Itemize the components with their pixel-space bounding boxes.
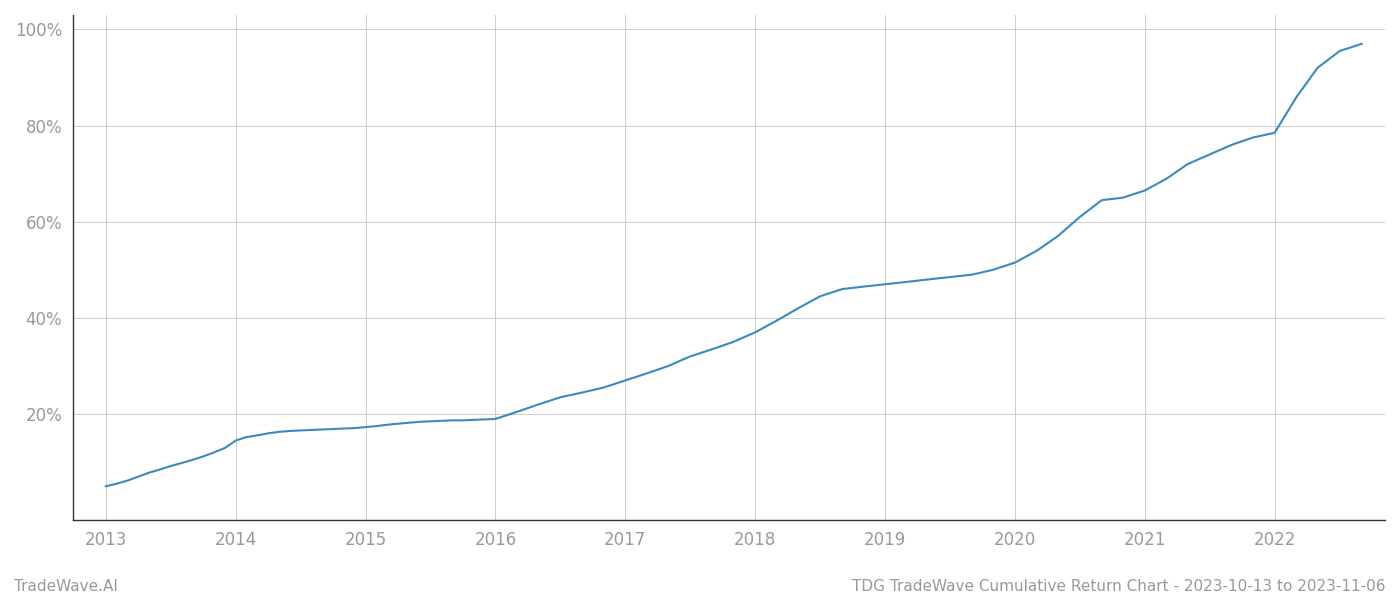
Text: TDG TradeWave Cumulative Return Chart - 2023-10-13 to 2023-11-06: TDG TradeWave Cumulative Return Chart - …: [853, 579, 1386, 594]
Text: TradeWave.AI: TradeWave.AI: [14, 579, 118, 594]
